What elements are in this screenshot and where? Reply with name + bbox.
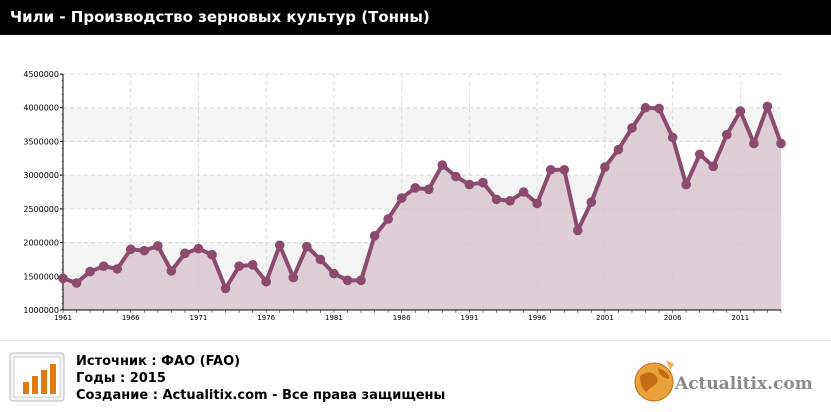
data-point	[180, 248, 190, 259]
data-point	[478, 177, 488, 188]
x-tick-label: 1971	[190, 314, 208, 322]
y-tick-label: 2500000	[23, 205, 59, 214]
data-point	[586, 197, 597, 207]
data-point	[329, 268, 339, 279]
data-point	[451, 171, 461, 182]
series-area	[63, 106, 781, 310]
data-point	[410, 183, 421, 193]
data-point	[464, 179, 475, 190]
data-point	[437, 160, 448, 170]
data-point	[396, 193, 407, 203]
data-point	[342, 275, 353, 286]
data-point	[356, 275, 366, 286]
data-point	[545, 164, 556, 175]
data-point	[762, 101, 773, 112]
data-point	[166, 266, 177, 276]
data-point	[708, 161, 719, 172]
data-point	[572, 225, 583, 236]
data-point	[667, 132, 678, 143]
data-point	[85, 266, 95, 277]
brand-name[interactable]: Actualitix.com	[675, 374, 813, 394]
source-info: Источник : ФАО (FAO) Годы : 2015 Создани…	[76, 353, 445, 404]
data-point	[58, 273, 68, 284]
x-tick-label: 1981	[325, 314, 343, 322]
chart: 1000000 1500000 2000000 2500000 3000000 35000…	[23, 70, 786, 322]
y-tick-label: 3500000	[23, 137, 59, 146]
x-tick-label: 2006	[664, 314, 682, 322]
data-point	[98, 261, 109, 271]
data-points	[58, 101, 786, 294]
data-point	[383, 214, 393, 224]
footer-divider	[0, 340, 831, 341]
x-tick-label: 1961	[54, 314, 72, 322]
source-line: Источник : ФАО (FAO)	[76, 354, 241, 369]
y-tick-label: 1500000	[23, 272, 59, 281]
data-point	[369, 231, 380, 241]
data-point	[220, 283, 231, 294]
data-point	[423, 184, 434, 195]
data-point	[274, 240, 285, 251]
data-point	[112, 264, 122, 274]
data-point	[491, 194, 502, 205]
y-tick-label: 1000000	[23, 306, 59, 315]
data-point	[654, 103, 664, 114]
data-point	[207, 249, 217, 260]
globe-icon	[634, 360, 674, 402]
credits-line: Создание : Actualitix.com - Все права за…	[76, 388, 446, 403]
x-tick-label: 1996	[528, 314, 546, 322]
data-point	[694, 149, 705, 160]
data-point	[722, 129, 732, 140]
x-tick-label: 2011	[731, 314, 749, 322]
actualitix-logo[interactable]	[630, 356, 825, 404]
data-point	[71, 278, 82, 288]
data-point	[247, 260, 258, 270]
data-point	[139, 245, 150, 256]
x-tick-label: 1976	[257, 314, 275, 322]
data-point	[234, 261, 244, 271]
bar-chart-icon	[9, 352, 65, 402]
data-point	[749, 138, 759, 149]
chart-title: Чили - Производство зерновых культур (То…	[0, 0, 831, 35]
years-line: Годы : 2015	[76, 371, 166, 386]
x-tick-label: 1991	[461, 314, 479, 322]
data-point	[315, 254, 326, 265]
data-point	[600, 162, 610, 172]
data-point	[735, 106, 746, 116]
x-tick-label: 2001	[596, 314, 614, 322]
data-point	[776, 138, 786, 149]
data-point	[261, 276, 272, 287]
y-tick-label: 3000000	[23, 171, 59, 180]
data-point	[627, 123, 637, 133]
data-point	[193, 243, 204, 254]
data-point	[153, 241, 163, 251]
y-tick-label: 4500000	[23, 70, 59, 79]
data-point	[518, 187, 529, 197]
x-tick-label: 1966	[122, 314, 140, 322]
data-point	[613, 144, 624, 155]
data-point	[302, 241, 312, 252]
x-tick-label: 1986	[393, 314, 411, 322]
y-tick-label: 4000000	[23, 104, 59, 113]
data-point	[125, 244, 136, 255]
data-point	[681, 179, 691, 190]
data-point	[559, 164, 570, 175]
data-point	[505, 195, 515, 206]
data-point	[532, 198, 542, 209]
y-tick-label: 2000000	[23, 239, 59, 248]
data-point	[640, 102, 651, 113]
data-point	[288, 272, 299, 283]
axes: 1000000 1500000 2000000 2500000 3000000 35000…	[23, 70, 782, 322]
